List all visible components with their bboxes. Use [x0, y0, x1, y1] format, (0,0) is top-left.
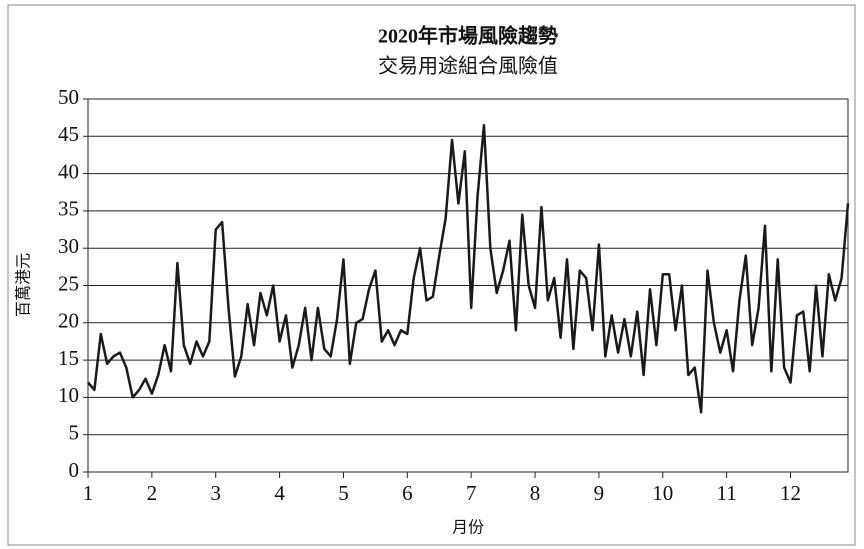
x-tick-label: 7 [466, 481, 477, 505]
chart-frame [7, 4, 856, 546]
x-tick-label: 8 [530, 481, 541, 505]
x-tick-label: 11 [717, 481, 737, 505]
x-tick-label: 12 [780, 481, 801, 505]
y-tick-label: 10 [58, 383, 79, 407]
y-tick-label: 25 [58, 271, 79, 295]
y-tick-label: 20 [58, 309, 79, 333]
y-tick-label: 45 [58, 122, 79, 146]
y-tick-label: 50 [58, 85, 79, 109]
y-tick-label: 35 [58, 197, 79, 221]
x-tick-label: 6 [402, 481, 413, 505]
y-tick-label: 30 [58, 234, 79, 258]
y-tick-label: 15 [58, 346, 79, 370]
data-line [87, 123, 850, 414]
y-axis-label: 百萬港元 [14, 253, 33, 317]
x-tick-label: 9 [594, 481, 605, 505]
x-axis-label: 月份 [452, 518, 484, 537]
y-tick-label: 40 [58, 159, 79, 183]
y-tick-label: 5 [69, 421, 80, 445]
chart-title: 2020年市場風險趨勢 [378, 24, 558, 48]
x-tick-label: 1 [83, 481, 94, 505]
y-tick-label: 0 [69, 458, 80, 482]
x-tick-label: 4 [274, 481, 285, 505]
x-tick-label: 10 [652, 481, 673, 505]
x-tick-label: 2 [147, 481, 158, 505]
x-tick-label: 3 [210, 481, 221, 505]
chart-subtitle: 交易用途組合風險值 [378, 55, 558, 78]
x-tick-label: 5 [338, 481, 349, 505]
plot-frame [87, 98, 849, 473]
